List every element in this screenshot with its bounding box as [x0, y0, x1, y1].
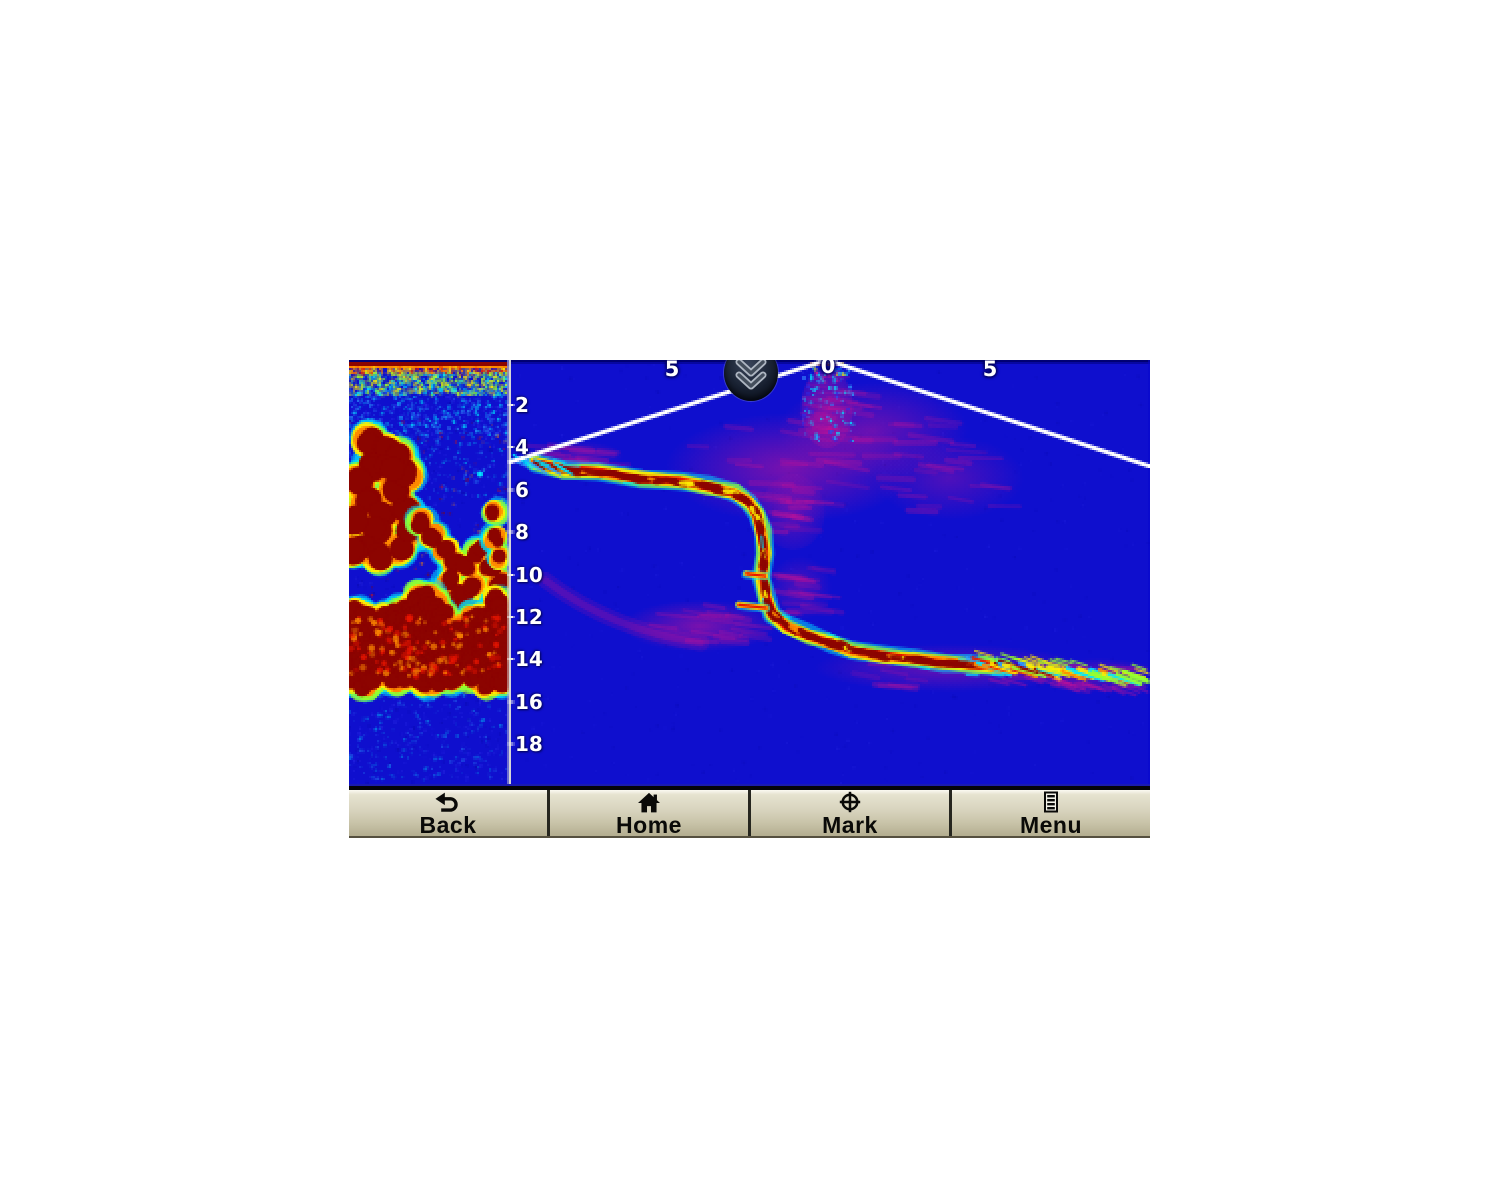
toolbar: Back Home Mark Menu	[349, 790, 1150, 838]
mark-label: Mark	[822, 812, 878, 838]
menu-list-icon	[1040, 791, 1062, 813]
range-label-left: 5	[664, 360, 680, 381]
depth-label-8: 8	[515, 520, 529, 544]
sonar-canvas	[349, 360, 1150, 784]
sonar-display[interactable]: 5 0 5 2 4 6 8 10 12 14 16 18	[349, 360, 1150, 784]
mark-reticle-icon	[837, 791, 863, 813]
range-label-center: 0	[820, 360, 836, 378]
home-icon	[636, 791, 662, 813]
depth-label-14: 14	[515, 647, 543, 671]
back-label: Back	[419, 812, 477, 838]
home-label: Home	[616, 812, 682, 838]
double-chevron-down-icon	[735, 360, 767, 390]
depth-label-10: 10	[515, 563, 543, 587]
toolbar-divider	[349, 784, 1150, 790]
mark-button[interactable]: Mark	[748, 790, 949, 838]
depth-label-4: 4	[515, 435, 529, 459]
menu-button[interactable]: Menu	[949, 790, 1150, 838]
home-button[interactable]: Home	[547, 790, 748, 838]
depth-label-16: 16	[515, 690, 543, 714]
back-button[interactable]: Back	[349, 790, 547, 838]
depth-label-18: 18	[515, 732, 543, 756]
depth-label-12: 12	[515, 605, 543, 629]
back-arrow-icon	[433, 791, 463, 813]
depth-label-6: 6	[515, 478, 529, 502]
collapse-panel-button[interactable]	[724, 360, 778, 401]
fishfinder-screen: 5 0 5 2 4 6 8 10 12 14 16 18 Back Home Mark Menu	[349, 360, 1150, 838]
depth-label-2: 2	[515, 393, 529, 417]
range-label-right: 5	[982, 360, 998, 381]
menu-label: Menu	[1019, 812, 1083, 838]
